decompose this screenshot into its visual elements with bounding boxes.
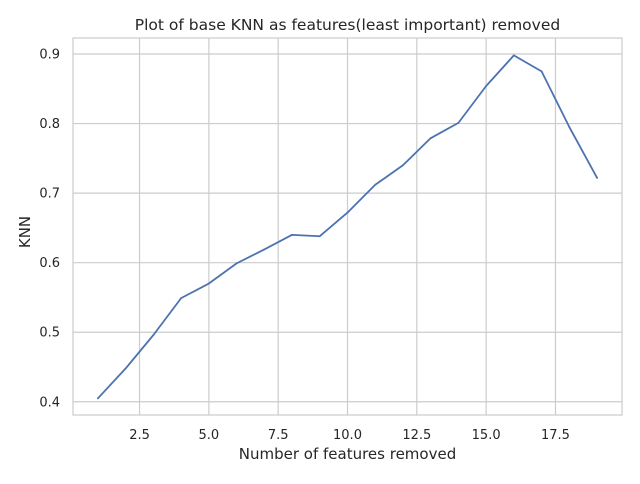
data-point	[485, 85, 488, 87]
y-axis-label: KNN	[16, 216, 34, 248]
y-tick-label: 0.6	[39, 256, 60, 271]
data-point	[402, 164, 404, 167]
data-point	[263, 248, 266, 251]
chart-title: Plot of base KNN as features(least impor…	[135, 16, 560, 34]
series-layer	[97, 54, 598, 400]
data-point	[180, 297, 183, 300]
x-tick-label: 5.0	[199, 428, 220, 443]
data-point	[152, 334, 155, 336]
data-point	[540, 70, 543, 73]
data-point	[124, 367, 127, 370]
y-tick-label: 0.5	[39, 326, 60, 341]
data-point	[374, 183, 377, 186]
y-tick-labels: 0.4 0.5 0.6 0.7 0.8 0.9	[39, 47, 60, 410]
y-tick-label: 0.7	[39, 187, 60, 202]
data-point	[457, 121, 460, 124]
data-point	[512, 54, 515, 57]
x-gridlines	[138, 38, 557, 415]
data-point	[568, 126, 571, 128]
y-tick-label: 0.4	[39, 395, 60, 410]
data-point	[318, 235, 321, 238]
x-tick-labels: 2.5 5.0 7.5 10.0 12.5 15.0 17.5	[129, 428, 570, 443]
x-tick-label: 7.5	[268, 428, 289, 443]
x-tick-label: 17.5	[541, 428, 570, 443]
data-point	[291, 233, 293, 236]
x-tick-label: 12.5	[402, 428, 431, 443]
x-tick-label: 15.0	[472, 428, 501, 443]
x-axis-label: Number of features removed	[239, 445, 456, 463]
y-gridlines	[73, 53, 622, 403]
data-point	[207, 282, 210, 285]
data-point	[235, 262, 238, 265]
x-tick-label: 10.0	[333, 428, 362, 443]
data-point	[596, 176, 598, 179]
plot-frame	[72, 37, 623, 416]
y-tick-label: 0.8	[39, 117, 60, 132]
data-point	[97, 397, 99, 400]
y-tick-label: 0.9	[39, 47, 60, 62]
data-point	[346, 211, 349, 214]
data-point	[429, 137, 432, 140]
x-tick-label: 2.5	[129, 428, 150, 443]
